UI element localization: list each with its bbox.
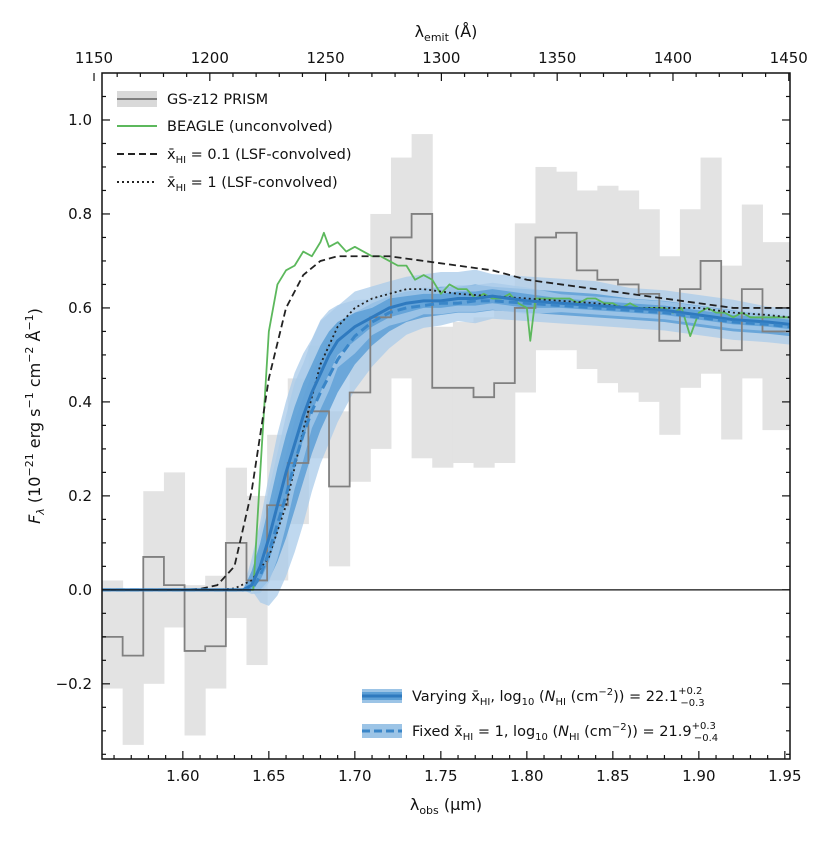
y-tick-label: 0.8 bbox=[68, 205, 92, 223]
x2-tick-label: 1200 bbox=[191, 49, 229, 67]
prism-error-bar bbox=[576, 190, 598, 370]
x2-tick-label: 1450 bbox=[770, 49, 808, 67]
x-tick-label: 1.80 bbox=[510, 767, 543, 785]
xhi-1-line bbox=[102, 288, 790, 591]
tick-marks bbox=[93, 73, 790, 759]
prism-error-bar bbox=[473, 317, 495, 468]
legend-xhi1-label: x̄HI = 1 (LSF-convolved) bbox=[167, 175, 338, 194]
prism-error-bar bbox=[659, 256, 681, 435]
x-tick-label: 1.60 bbox=[166, 767, 199, 785]
prism-error-bar bbox=[700, 157, 722, 374]
prism-error-bar bbox=[494, 298, 516, 463]
legend-xhi01-label: x̄HI = 0.1 (LSF-convolved) bbox=[167, 147, 352, 166]
y-axis-title: Fλ (10−21 erg s−1 cm−2 Å−1) bbox=[23, 308, 47, 524]
prism-error-band-layer bbox=[102, 134, 790, 745]
prism-error-bar bbox=[163, 472, 186, 628]
legend-fixed-label: Fixed x̄HI = 1, log10 (NHI (cm−2)) = 21.… bbox=[412, 721, 718, 744]
y-tick-label: 0.2 bbox=[68, 487, 92, 505]
fixed-median-line bbox=[102, 299, 790, 592]
x-axis-title: λobs (μm) bbox=[410, 795, 482, 817]
prism-error-bar bbox=[432, 326, 454, 468]
x-tick-label: 1.85 bbox=[596, 767, 629, 785]
x2-tick-label: 1250 bbox=[307, 49, 345, 67]
x-tick-label: 1.95 bbox=[768, 767, 801, 785]
y-tick-label: −0.2 bbox=[56, 675, 92, 693]
x2-tick-label: 1400 bbox=[654, 49, 692, 67]
prism-error-bar bbox=[205, 575, 227, 689]
legend-prism-label: GS-z12 PRISM bbox=[167, 92, 268, 108]
model-lines-layer bbox=[102, 213, 790, 657]
varying-median-line bbox=[102, 294, 790, 592]
x2-axis-title: λemit (Å) bbox=[415, 22, 478, 44]
x2-tick-label: 1150 bbox=[75, 49, 113, 67]
legend-beagle-label: BEAGLE (unconvolved) bbox=[167, 119, 333, 135]
legend-bottom: Varying x̄HI, log10 (NHI (cm−2)) = 22.1+… bbox=[362, 686, 718, 744]
x-tick-label: 1.75 bbox=[424, 767, 457, 785]
prism-error-bar bbox=[143, 491, 165, 684]
plot-frame bbox=[101, 72, 791, 760]
x2-tick-label: 1300 bbox=[422, 49, 460, 67]
prism-error-bar bbox=[329, 411, 351, 567]
prism-error-bar bbox=[184, 585, 206, 736]
xhi-01-line bbox=[102, 255, 790, 591]
prism-error-bar bbox=[102, 580, 124, 689]
tick-labels: 1.60 1.65 1.70 1.75 1.80 1.85 1.90 1.95 −0.2 0.0 0… bbox=[56, 49, 808, 785]
x-tick-label: 1.90 bbox=[682, 767, 715, 785]
prism-error-bar bbox=[122, 589, 144, 745]
y-tick-label: 1.0 bbox=[68, 111, 92, 129]
beagle-line bbox=[102, 231, 790, 591]
y-tick-label: 0.6 bbox=[68, 299, 92, 317]
legend-top: GS-z12 PRISM BEAGLE (unconvolved) x̄HI =… bbox=[117, 91, 352, 194]
x-tick-label: 1.70 bbox=[338, 767, 371, 785]
legend-varying-label: Varying x̄HI, log10 (NHI (cm−2)) = 22.1+… bbox=[412, 686, 705, 709]
prism-error-bar bbox=[741, 204, 763, 379]
x-tick-label: 1.65 bbox=[252, 767, 285, 785]
x2-tick-label: 1350 bbox=[538, 49, 576, 67]
y-tick-label: 0.4 bbox=[68, 393, 92, 411]
prism-error-bar bbox=[452, 322, 475, 463]
prism-error-bar bbox=[721, 265, 743, 440]
y-tick-label: 0.0 bbox=[68, 581, 92, 599]
prism-step-line bbox=[102, 213, 790, 657]
